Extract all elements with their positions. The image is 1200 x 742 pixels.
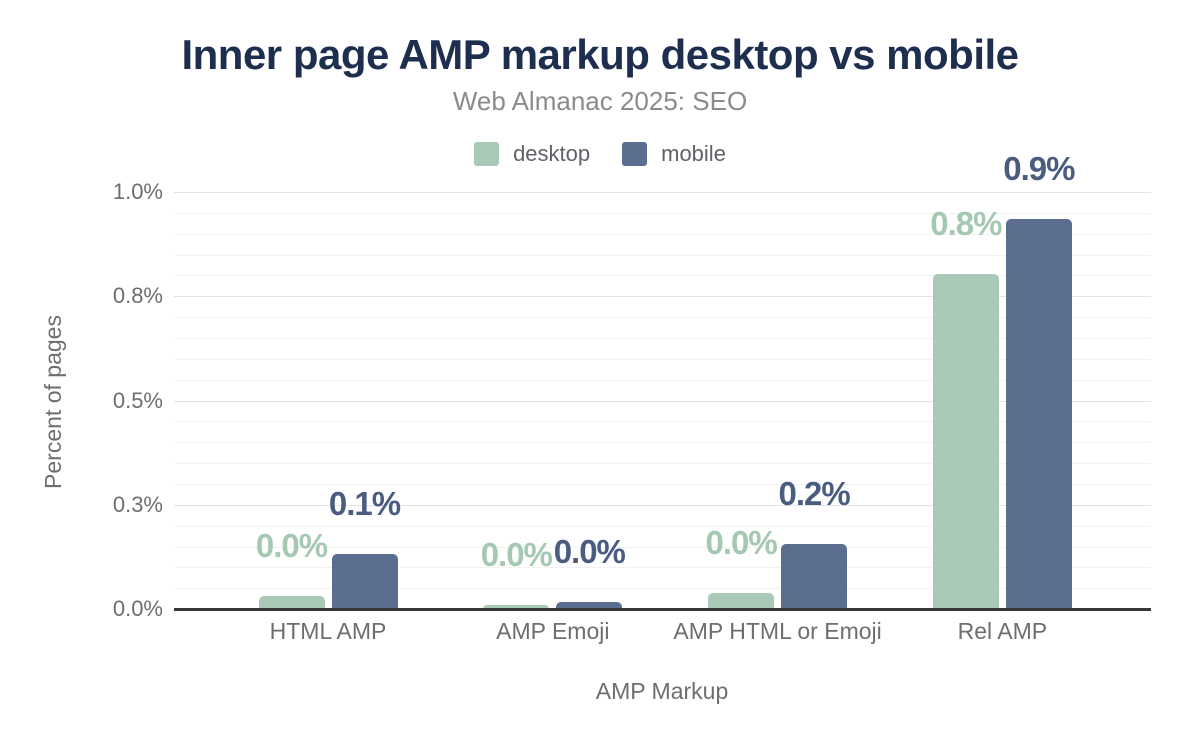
gridline-major	[174, 296, 1151, 298]
gridline-minor	[174, 317, 1151, 319]
legend-label-desktop: desktop	[513, 141, 591, 166]
bar-desktop-html-amp	[258, 596, 325, 609]
gridline-minor	[174, 421, 1151, 423]
y-tick-label-0-0: 0.0%	[112, 596, 163, 621]
chart-title: Inner page AMP markup desktop vs mobile	[181, 31, 1019, 78]
bar-mobile-html-amp	[331, 554, 398, 609]
legend-label-mobile: mobile	[661, 141, 726, 166]
bar-label-desktop-amp-emoji: 0.0%	[480, 535, 553, 573]
bar-desktop-amp-html-or-emoji	[708, 593, 775, 609]
x-axis-title: AMP Markup	[595, 678, 729, 704]
bar-mobile-amp-html-or-emoji	[781, 543, 848, 609]
gridline-minor	[174, 233, 1151, 235]
gridline-minor	[174, 275, 1151, 277]
chart-subtitle: Web Almanac 2025: SEO	[452, 86, 748, 116]
gridline-minor	[174, 337, 1151, 339]
gridline-minor	[174, 588, 1151, 590]
gridline-minor	[174, 254, 1151, 256]
gridline-minor	[174, 546, 1151, 548]
x-axis-line	[174, 607, 1151, 611]
bar-label-desktop-html-amp: 0.0%	[255, 527, 328, 565]
x-tick-label-rel-amp: Rel AMP	[957, 618, 1048, 644]
y-tick-label-0-8: 0.8%	[112, 283, 163, 309]
legend-swatch-desktop-icon	[474, 142, 500, 166]
legend-item-desktop: desktop	[474, 141, 590, 167]
x-tick-label-amp-html-or-emoji: AMP HTML or Emoji	[673, 618, 882, 644]
gridline-minor	[174, 379, 1151, 381]
y-axis-title: Percent of pages	[40, 315, 66, 489]
y-tick-label-0-3: 0.3%	[112, 491, 163, 517]
bar-label-desktop-amp-html-or-emoji: 0.0%	[705, 524, 777, 562]
bar-label-mobile-amp-html-or-emoji: 0.2%	[778, 474, 850, 512]
gridline-major	[174, 504, 1151, 506]
legend: desktop mobile	[0, 141, 1200, 167]
gridline-minor	[174, 483, 1151, 485]
legend-swatch-mobile-icon	[622, 142, 648, 166]
bar-label-mobile-html-amp: 0.1%	[328, 485, 401, 522]
x-tick-label-html-amp: HTML AMP	[269, 618, 387, 644]
legend-item-mobile: mobile	[622, 141, 726, 167]
gridline-minor	[174, 525, 1151, 527]
bar-mobile-rel-amp	[1005, 219, 1072, 609]
bar-desktop-rel-amp	[932, 274, 999, 609]
y-tick-label-0-5: 0.5%	[112, 387, 163, 413]
gridline-minor	[174, 463, 1151, 465]
gridline-major	[174, 400, 1151, 402]
bar-label-desktop-rel-amp: 0.8%	[930, 205, 1002, 243]
gridline-minor	[174, 442, 1151, 444]
gridline-minor	[174, 358, 1151, 360]
gridline-minor	[174, 567, 1151, 569]
gridline-minor	[174, 212, 1151, 214]
gridline-major	[174, 192, 1151, 193]
x-tick-label-amp-emoji: AMP Emoji	[496, 618, 610, 644]
bar-label-mobile-amp-emoji: 0.0%	[553, 533, 626, 571]
y-tick-label-1-0: 1.0%	[112, 179, 163, 204]
bar-desktop-amp-emoji	[483, 604, 550, 609]
bar-mobile-amp-emoji	[556, 602, 623, 609]
bar-label-mobile-rel-amp: 0.9%	[1003, 150, 1075, 188]
